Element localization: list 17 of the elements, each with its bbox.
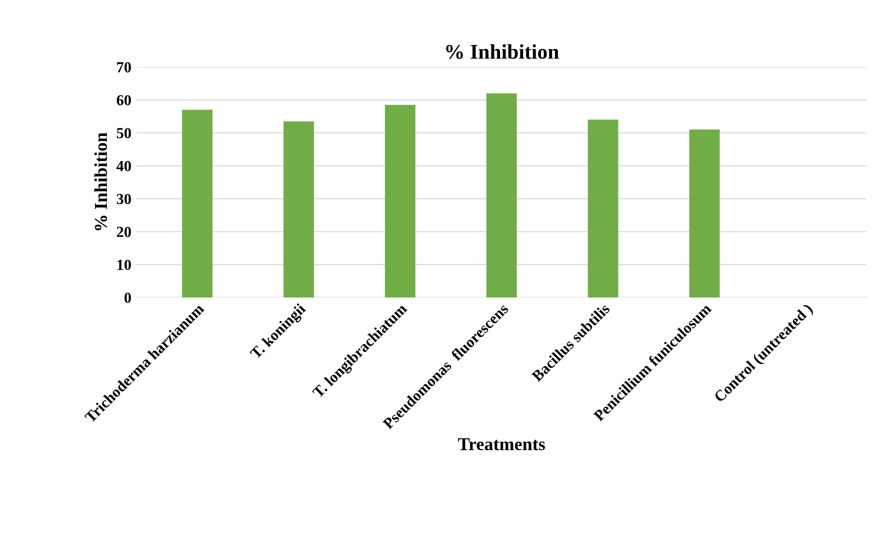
- bar: [486, 93, 517, 298]
- y-axis-title: % Inhibition: [94, 132, 108, 230]
- y-tick-label: 10: [117, 260, 131, 270]
- bar: [283, 121, 314, 298]
- bar: [384, 104, 416, 298]
- y-tick-label: 70: [117, 62, 131, 72]
- y-tick-label: 20: [116, 226, 131, 238]
- bar: [588, 120, 618, 298]
- y-tick-label: 40: [116, 160, 131, 172]
- chart-title: % Inhibition: [446, 44, 559, 59]
- x-axis-title: Treatments: [458, 438, 545, 450]
- y-tick-label: 60: [116, 95, 131, 106]
- y-tick-label: 30: [116, 194, 131, 204]
- y-tick-label: 50: [116, 128, 131, 138]
- bar: [182, 110, 212, 298]
- y-tick-label: 0: [124, 292, 131, 303]
- bar: [689, 130, 720, 298]
